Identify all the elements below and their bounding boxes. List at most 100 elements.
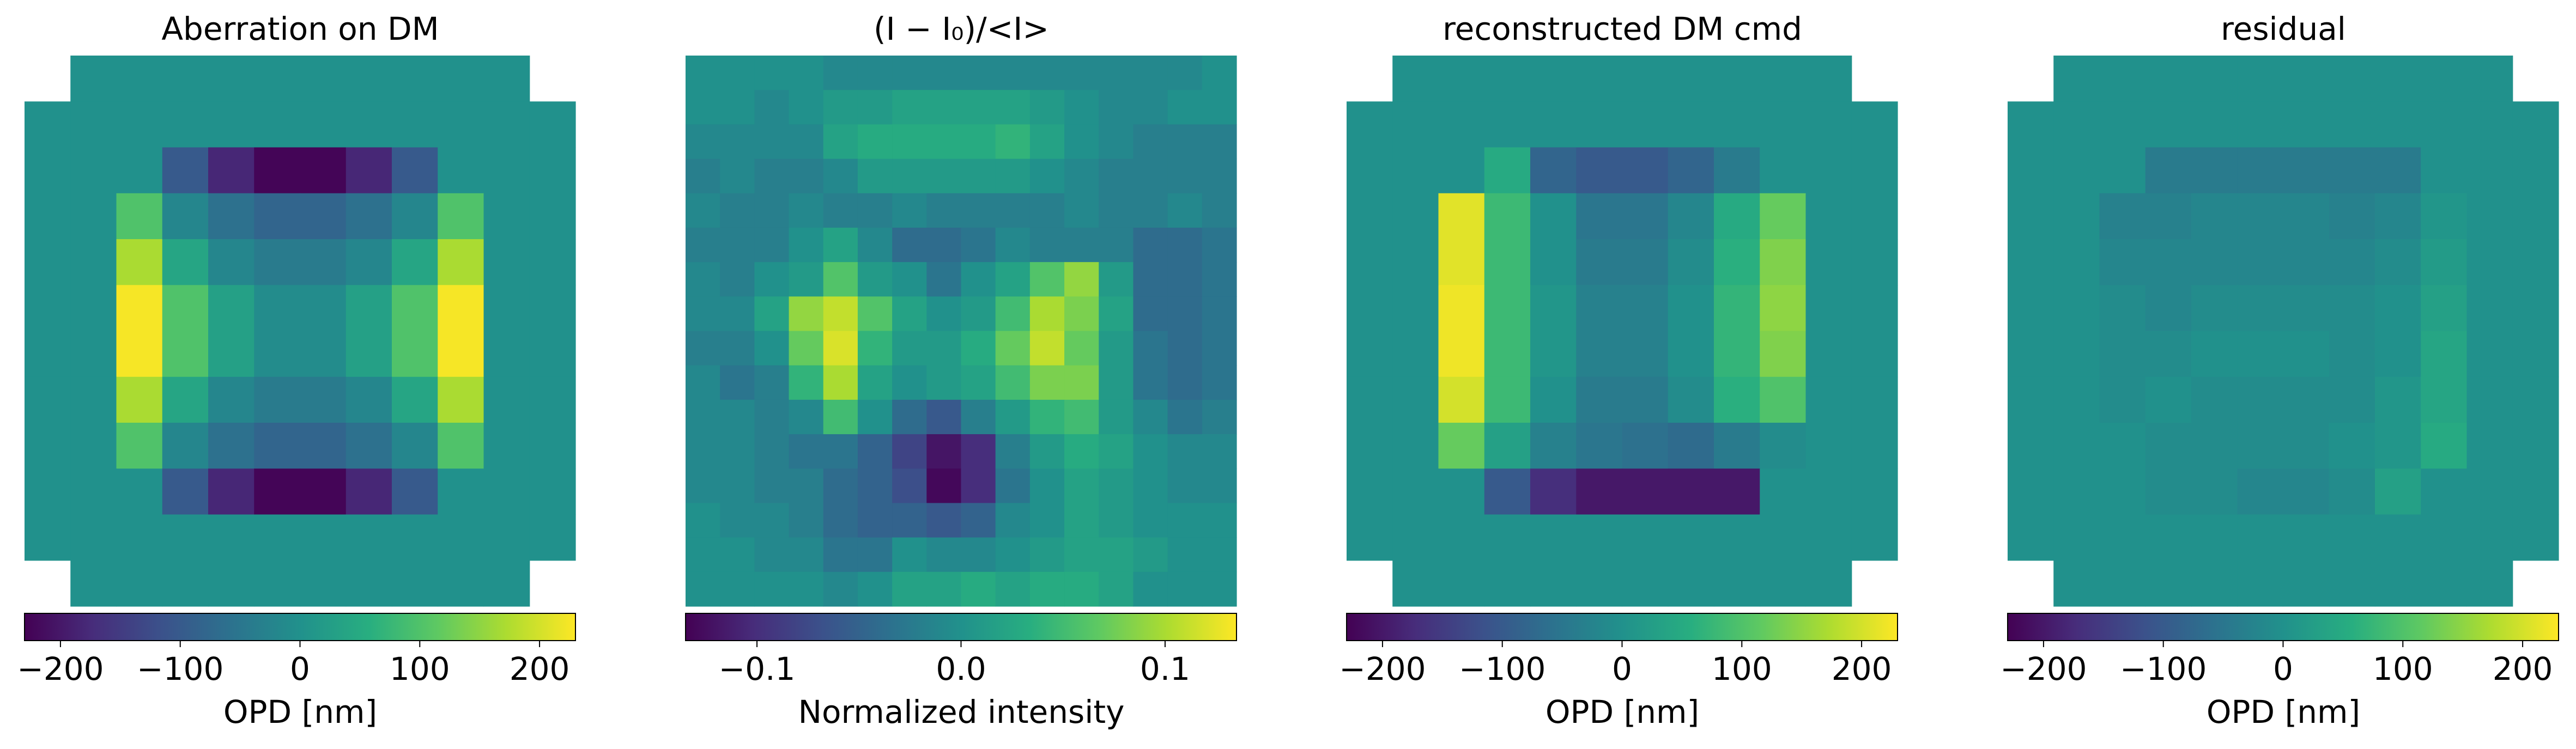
- heatmap-cell: [162, 560, 209, 607]
- heatmap-cell: [1133, 90, 1168, 125]
- heatmap-cell: [208, 101, 254, 148]
- heatmap-cell: [2237, 239, 2284, 285]
- heatmap-cell: [300, 560, 347, 607]
- heatmap-cell: [1622, 239, 1669, 285]
- heatmap-cell: [1064, 468, 1099, 504]
- heatmap-cell: [1167, 262, 1203, 297]
- heatmap-cell: [720, 571, 755, 607]
- colorbar: −200 −100 0 100 200: [2000, 613, 2559, 687]
- heatmap-cell: [1202, 159, 1237, 194]
- heatmap-cell: [2237, 56, 2284, 102]
- heatmap-cell: [1029, 434, 1065, 469]
- heatmap-cell: [961, 399, 996, 435]
- heatmap-cell: [2329, 285, 2375, 332]
- heatmap-cell: [995, 296, 1031, 332]
- heatmap-cell: [754, 262, 790, 297]
- heatmap-cell: [438, 331, 484, 377]
- heatmap-cell: [720, 159, 755, 194]
- heatmap-cell: [1668, 285, 1714, 332]
- heatmap-cell: [1099, 227, 1134, 263]
- colorbar-tick-label: 200: [510, 650, 570, 687]
- heatmap-cell: [254, 193, 301, 240]
- heatmap-cell: [857, 296, 893, 332]
- heatmap-cell: [926, 399, 962, 435]
- heatmap-cell: [1029, 365, 1065, 400]
- heatmap-cell: [1392, 101, 1439, 148]
- colorbar-tick-label: 0: [290, 650, 310, 687]
- heatmap-cell: [926, 227, 962, 263]
- heatmap-cell: [300, 514, 347, 561]
- heatmap-cell: [2375, 514, 2421, 561]
- heatmap-cell: [2191, 376, 2238, 423]
- heatmap-cell: [1851, 423, 1898, 469]
- heatmap-cell: [1805, 468, 1852, 515]
- heatmap-cell: [1438, 468, 1485, 515]
- heatmap-cell: [1530, 285, 1577, 332]
- heatmap-cell: [483, 101, 530, 148]
- heatmap-cell: [1438, 423, 1485, 469]
- heatmap-cell: [2191, 423, 2238, 469]
- heatmap-cell: [1622, 376, 1669, 423]
- heatmap-cell: [2237, 285, 2284, 332]
- heatmap-cell: [1347, 423, 1393, 469]
- heatmap-cell: [438, 193, 484, 240]
- heatmap-cell: [1668, 331, 1714, 377]
- heatmap-cell: [995, 468, 1031, 504]
- heatmap-cell: [823, 468, 858, 504]
- heatmap-cell: [961, 468, 996, 504]
- heatmap-cell: [1714, 101, 1760, 148]
- heatmap-cell: [2421, 331, 2468, 377]
- heatmap-cell: [1064, 503, 1099, 538]
- heatmap-cell: [754, 56, 790, 90]
- heatmap-cell: [1805, 239, 1852, 285]
- heatmap-cell: [1029, 193, 1065, 228]
- heatmap-cell: [208, 56, 254, 102]
- heatmap-cell: [1167, 331, 1203, 366]
- heatmap-cell: [483, 331, 530, 377]
- heatmap-cell: [2237, 423, 2284, 469]
- heatmap-cell: [2008, 423, 2054, 469]
- heatmap-cell: [1202, 537, 1237, 573]
- heatmap-cell: [1576, 147, 1623, 194]
- colorbar-tick-label: 100: [2373, 650, 2433, 687]
- heatmap-cell: [208, 331, 254, 377]
- heatmap-cell: [70, 147, 117, 194]
- heatmap-cell: [2191, 514, 2238, 561]
- heatmap-cell: [1484, 514, 1531, 561]
- heatmap-cell: [961, 90, 996, 125]
- heatmap-cell: [892, 331, 927, 366]
- heatmap-cell: [162, 423, 209, 469]
- heatmap-cell: [70, 101, 117, 148]
- heatmap-cell: [2099, 239, 2146, 285]
- heatmap-cell: [1347, 285, 1393, 332]
- heatmap-cell: [892, 571, 927, 607]
- heatmap-cell: [2008, 147, 2054, 194]
- heatmap-cell: [1484, 331, 1531, 377]
- heatmap-cell: [1064, 331, 1099, 366]
- heatmap-cell: [1530, 331, 1577, 377]
- heatmap-cell: [2237, 560, 2284, 607]
- heatmap-cell: [346, 423, 392, 469]
- panel-residual: residual −200 −100 0 100 200 OPD [nm]: [2000, 10, 2559, 730]
- heatmap-cell: [720, 537, 755, 573]
- heatmap-cell: [995, 262, 1031, 297]
- colorbar-gradient: [2007, 613, 2559, 641]
- heatmap-cell: [1714, 239, 1760, 285]
- heatmap-cell: [995, 537, 1031, 573]
- heatmap-cell: [300, 468, 347, 515]
- heatmap-cell: [2053, 331, 2100, 377]
- heatmap-cell: [686, 537, 720, 573]
- heatmap-cell: [1438, 376, 1485, 423]
- heatmap-cell: [2099, 423, 2146, 469]
- heatmap-cell: [300, 147, 347, 194]
- panel-title: reconstructed DM cmd: [1442, 10, 1802, 47]
- heatmap-cell: [1099, 331, 1134, 366]
- heatmap-cell: [162, 514, 209, 561]
- heatmap-cell: [961, 296, 996, 332]
- heatmap-cell: [926, 468, 962, 504]
- heatmap-cell: [2099, 56, 2146, 102]
- heatmap-cell: [483, 514, 530, 561]
- heatmap-cell: [1484, 239, 1531, 285]
- heatmap-cell: [1029, 537, 1065, 573]
- colorbar-tick-label: −0.1: [719, 650, 796, 687]
